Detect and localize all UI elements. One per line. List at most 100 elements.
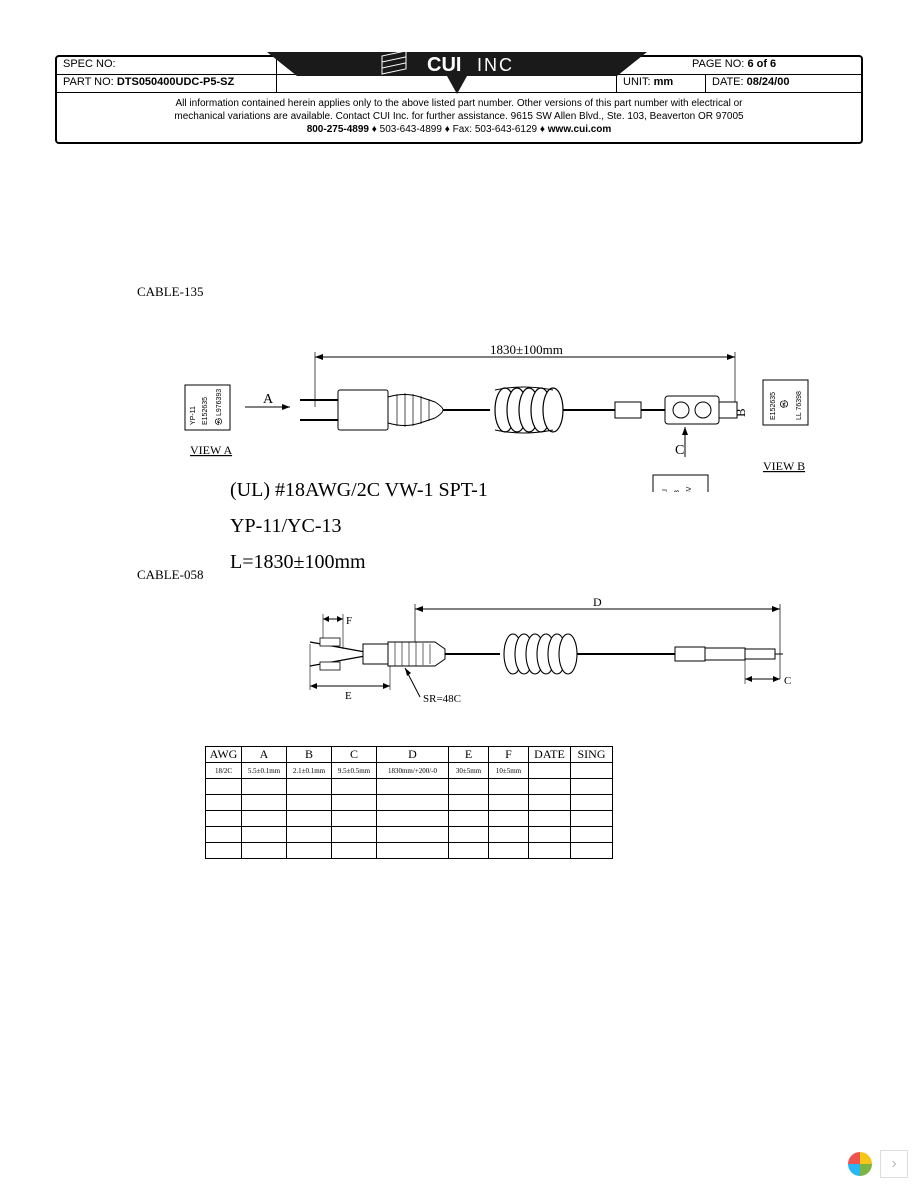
table-cell: 18/2C: [206, 763, 242, 779]
fax: Fax: 503-643-6129: [453, 124, 538, 135]
svg-text:YP-11: YP-11: [190, 406, 197, 425]
table-cell: [529, 763, 571, 779]
table-cell: 30±5mm: [449, 763, 489, 779]
dimensions-table: AWG A B C D E F DATE SING 18/2C5.5±0.1mm…: [205, 746, 613, 859]
cui-logo-banner: CUI INC: [267, 52, 647, 107]
cable-135-label: CABLE-135: [137, 284, 203, 300]
table-cell: [571, 843, 613, 859]
table-cell: [242, 827, 287, 843]
table-cell: [206, 779, 242, 795]
logo-main: CUI: [427, 54, 461, 76]
barrel-plug-icon: [675, 647, 783, 661]
table-cell: [242, 843, 287, 859]
table-cell: [571, 795, 613, 811]
part-no-label: PART NO:: [63, 76, 114, 88]
table-cell: [332, 795, 377, 811]
table-cell: [489, 779, 529, 795]
date-label: DATE:: [712, 76, 744, 88]
view-b-label: VIEW B: [763, 459, 805, 473]
table-cell: [529, 779, 571, 795]
letter-c2: C: [784, 675, 791, 687]
cable-058-drawing: D F: [235, 594, 795, 724]
svg-text:10A 125V: 10A 125V: [686, 486, 693, 492]
table-cell: [449, 795, 489, 811]
table-cell: [571, 811, 613, 827]
part-no-value: DTS050400UDC-P5-SZ: [117, 76, 234, 88]
table-cell: 9.5±0.5mm: [332, 763, 377, 779]
table-cell: [287, 843, 332, 859]
table-cell: [449, 827, 489, 843]
svg-text:㉿ L976393: ㉿ L976393: [215, 389, 223, 425]
chevron-right-icon[interactable]: ›: [880, 1150, 908, 1178]
logo-sub: INC: [477, 55, 514, 75]
table-cell: 5.5±0.1mm: [242, 763, 287, 779]
table-cell: [489, 827, 529, 843]
cable-coil-icon-2: [504, 634, 577, 674]
disclaimer-line2: mechanical variations are available. Con…: [174, 111, 743, 122]
date-value: 08/24/00: [747, 76, 790, 88]
viewer-toolbar: ›: [846, 1150, 908, 1178]
table-cell: [529, 827, 571, 843]
table-cell: 10±5mm: [489, 763, 529, 779]
table-cell: [529, 795, 571, 811]
letter-b: B: [733, 408, 748, 417]
spec-line1: (UL) #18AWG/2C VW-1 SPT-1: [230, 472, 488, 508]
phone1: 800-275-4899: [307, 124, 369, 135]
page-no: PAGE NO: 6 of 6: [686, 57, 861, 74]
unit-value: mm: [654, 76, 674, 88]
svg-text:E152635: E152635: [770, 392, 777, 420]
table-cell: [332, 827, 377, 843]
cable-058-label: CABLE-058: [137, 567, 203, 583]
view-a-label: VIEW A: [190, 443, 232, 457]
header-block: SPEC NO: PAGE NO: 6 of 6 PART NO: DTS050…: [55, 55, 863, 144]
table-cell: [449, 811, 489, 827]
th-d: D: [377, 747, 449, 763]
table-cell: [529, 811, 571, 827]
table-cell: [206, 811, 242, 827]
sr-label: SR=48C: [423, 693, 461, 705]
table-cell: [489, 843, 529, 859]
table-cell: [242, 795, 287, 811]
letter-e2: E: [345, 690, 352, 702]
spec-text: (UL) #18AWG/2C VW-1 SPT-1 YP-11/YC-13 L=…: [230, 472, 488, 580]
svg-text:YUNG LI: YUNG LI: [662, 489, 669, 492]
table-cell: [332, 843, 377, 859]
table-cell: [206, 843, 242, 859]
letter-d2: D: [593, 595, 602, 609]
th-a: A: [242, 747, 287, 763]
table-cell: [377, 843, 449, 859]
table-cell: [489, 795, 529, 811]
table-cell: 2.1±0.1mm: [287, 763, 332, 779]
th-b: B: [287, 747, 332, 763]
th-e: E: [449, 747, 489, 763]
cable-135-drawing: 1830±100mm: [145, 312, 845, 492]
table-cell: [332, 811, 377, 827]
svg-text:E152635: E152635: [202, 397, 209, 425]
iec-connector-icon: [615, 396, 737, 424]
letter-c: C: [675, 443, 684, 458]
table-cell: [377, 779, 449, 795]
phone2: 503-643-4899: [380, 124, 442, 135]
table-cell: [571, 779, 613, 795]
table-cell: [377, 827, 449, 843]
table-cell: [489, 811, 529, 827]
table-cell: [332, 779, 377, 795]
svg-text:LL 76398: LL 76398: [796, 391, 803, 420]
part-no: PART NO: DTS050400UDC-P5-SZ: [57, 75, 277, 92]
table-cell: [287, 811, 332, 827]
table-cell: [242, 811, 287, 827]
pinwheel-icon[interactable]: [846, 1150, 874, 1178]
web: www.cui.com: [548, 124, 612, 135]
spec-no-label: SPEC NO:: [57, 57, 277, 74]
th-sing: SING: [571, 747, 613, 763]
ac-plug-icon: [300, 390, 443, 430]
date: DATE: 08/24/00: [706, 75, 861, 92]
svg-text:㉿: ㉿: [780, 400, 789, 408]
table-cell: [206, 795, 242, 811]
table-cell: [287, 779, 332, 795]
table-cell: 1830mm/+200/-0: [377, 763, 449, 779]
table-cell: [449, 779, 489, 795]
th-c: C: [332, 747, 377, 763]
th-date: DATE: [529, 747, 571, 763]
table-cell: [571, 827, 613, 843]
